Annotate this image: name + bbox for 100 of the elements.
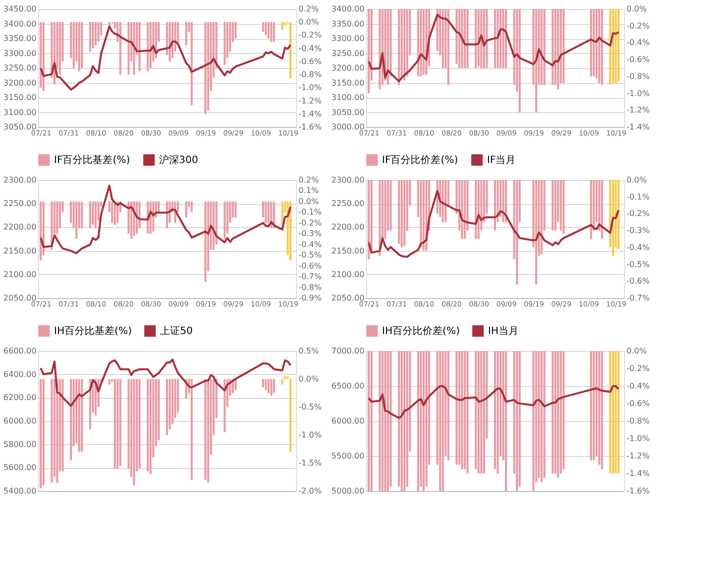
y-tick-label: 3050.00 bbox=[331, 108, 364, 117]
y2-tick-label: 0.5% bbox=[298, 346, 320, 356]
y-tick-label: 6000.00 bbox=[331, 416, 364, 426]
y2-tick-label: 0.1% bbox=[298, 186, 320, 196]
y2-tick-label: -0.8% bbox=[626, 72, 650, 81]
y2-tick-label: -1.4% bbox=[626, 469, 650, 478]
y2-tick-label: -0.1% bbox=[298, 208, 322, 217]
y-tick-label: 6500.00 bbox=[331, 382, 364, 390]
y2-tick-label: -0.5% bbox=[298, 402, 322, 412]
y-tick-label: 3200.00 bbox=[331, 64, 364, 72]
y2-tick-label: -1.4% bbox=[626, 122, 650, 132]
y2-tick-label: -0.6% bbox=[298, 261, 322, 270]
y-tick-label: 3050.00 bbox=[3, 122, 36, 132]
line-series bbox=[40, 184, 292, 254]
y-tick-label: 2300.00 bbox=[3, 176, 36, 184]
y2-tick-label: 0.0% bbox=[298, 196, 320, 206]
y2-tick-label: -0.9% bbox=[298, 294, 322, 302]
y-tick-label: 3250.00 bbox=[331, 48, 364, 58]
y2-tick-label: -1.6% bbox=[626, 486, 650, 496]
y-tick-label: 7000.00 bbox=[331, 346, 364, 356]
y-tick-label: 3400.00 bbox=[331, 4, 364, 14]
y-tick-label: 5500.00 bbox=[331, 452, 364, 460]
legend-label: IH百分比基差(%) bbox=[54, 325, 132, 337]
y2-tick-label: 0.0% bbox=[298, 374, 320, 384]
y-tick-label: 2300.00 bbox=[331, 176, 364, 184]
y2-tick-label: -1.2% bbox=[626, 452, 650, 460]
y-tick-label: 3100.00 bbox=[3, 108, 36, 117]
y-tick-label: 2050.00 bbox=[331, 294, 364, 302]
y2-tick-label: -1.0% bbox=[626, 434, 650, 443]
line-series bbox=[40, 358, 292, 407]
y2-tick-label: -0.6% bbox=[626, 55, 650, 64]
y2-tick-label: -1.6% bbox=[298, 122, 322, 132]
y2-tick-label: -1.0% bbox=[298, 430, 322, 440]
y2-tick-label: -0.6% bbox=[626, 399, 650, 408]
legend-label: IF百分比价差(%) bbox=[382, 154, 458, 166]
y2-tick-label: 0.2% bbox=[298, 4, 320, 14]
y2-tick-label: -0.4% bbox=[298, 44, 322, 53]
y2-tick-label: 0.0% bbox=[626, 346, 648, 356]
y2-tick-label: -0.5% bbox=[298, 250, 322, 260]
y-tick-label: 2050.00 bbox=[3, 294, 36, 302]
y-tick-label: 5000.00 bbox=[331, 486, 364, 496]
y-tick-label: 3200.00 bbox=[3, 78, 36, 88]
y2-tick-label: -0.8% bbox=[298, 70, 322, 80]
y2-tick-label: -0.4% bbox=[298, 240, 322, 249]
y2-tick-label: -0.6% bbox=[626, 276, 650, 286]
y2-tick-label: -1.4% bbox=[298, 109, 322, 118]
y2-tick-label: -0.1% bbox=[626, 192, 650, 202]
y2-tick-label: -1.0% bbox=[626, 88, 650, 98]
legend-label: IF当月 bbox=[487, 154, 516, 166]
y2-tick-label: -0.3% bbox=[626, 226, 650, 236]
y-tick-label: 3000.00 bbox=[331, 122, 364, 132]
y-tick-label: 6000.00 bbox=[3, 416, 36, 426]
y-tick-label: 2100.00 bbox=[3, 270, 36, 279]
y2-tick-label: -0.2% bbox=[626, 21, 650, 30]
y2-tick-label: -0.7% bbox=[298, 272, 322, 282]
y2-tick-label: 0.2% bbox=[298, 176, 320, 184]
y-tick-label: 3150.00 bbox=[331, 78, 364, 88]
line-series bbox=[368, 14, 620, 82]
y2-tick-label: -0.2% bbox=[298, 218, 322, 228]
y2-tick-label: 0.0% bbox=[626, 4, 648, 14]
y2-tick-label: -0.6% bbox=[298, 56, 322, 66]
legend-label: IF百分比基差(%) bbox=[54, 154, 130, 166]
y2-tick-label: -1.5% bbox=[298, 458, 322, 468]
y-tick-label: 3350.00 bbox=[3, 34, 36, 43]
y-tick-label: 3400.00 bbox=[3, 19, 36, 28]
y2-tick-label: -0.4% bbox=[626, 38, 650, 48]
y2-tick-label: -0.5% bbox=[626, 260, 650, 269]
y2-tick-label: -0.2% bbox=[626, 209, 650, 218]
y2-tick-label: -0.2% bbox=[298, 30, 322, 40]
y-tick-label: 3300.00 bbox=[3, 48, 36, 58]
y2-tick-label: -2.0% bbox=[298, 486, 322, 496]
y-tick-label: 6600.00 bbox=[3, 346, 36, 356]
y-tick-label: 3450.00 bbox=[3, 4, 36, 14]
y2-tick-label: 0.0% bbox=[626, 176, 648, 184]
y-tick-label: 6200.00 bbox=[3, 393, 36, 402]
y-tick-label: 3300.00 bbox=[331, 34, 364, 43]
y2-tick-label: -0.8% bbox=[298, 282, 322, 292]
y2-tick-label: -0.4% bbox=[626, 382, 650, 390]
y2-tick-label: -0.7% bbox=[626, 294, 650, 302]
y2-tick-label: -1.0% bbox=[298, 83, 322, 92]
y-tick-label: 2250.00 bbox=[331, 199, 364, 208]
y-tick-label: 5400.00 bbox=[3, 486, 36, 496]
line-series bbox=[40, 25, 292, 91]
legend-label: IH百分比价差(%) bbox=[382, 325, 460, 337]
y2-tick-label: -1.2% bbox=[298, 96, 322, 106]
y-tick-label: 2250.00 bbox=[3, 199, 36, 208]
y-tick-label: 2200.00 bbox=[3, 222, 36, 232]
y2-tick-label: -1.2% bbox=[626, 106, 650, 115]
y-tick-label: 3150.00 bbox=[3, 93, 36, 102]
y-tick-label: 3350.00 bbox=[331, 19, 364, 28]
y-tick-label: 6400.00 bbox=[3, 370, 36, 379]
line-series bbox=[368, 190, 620, 258]
legend-label: 沪深300 bbox=[159, 154, 198, 166]
legend-label: IH当月 bbox=[488, 325, 518, 337]
y-tick-label: 5800.00 bbox=[3, 440, 36, 449]
legend-label: 上证50 bbox=[160, 325, 193, 337]
y2-tick-label: -0.2% bbox=[626, 364, 650, 373]
y2-tick-label: -0.3% bbox=[298, 229, 322, 238]
y-tick-label: 2150.00 bbox=[3, 246, 36, 256]
y-tick-label: 2150.00 bbox=[331, 246, 364, 256]
